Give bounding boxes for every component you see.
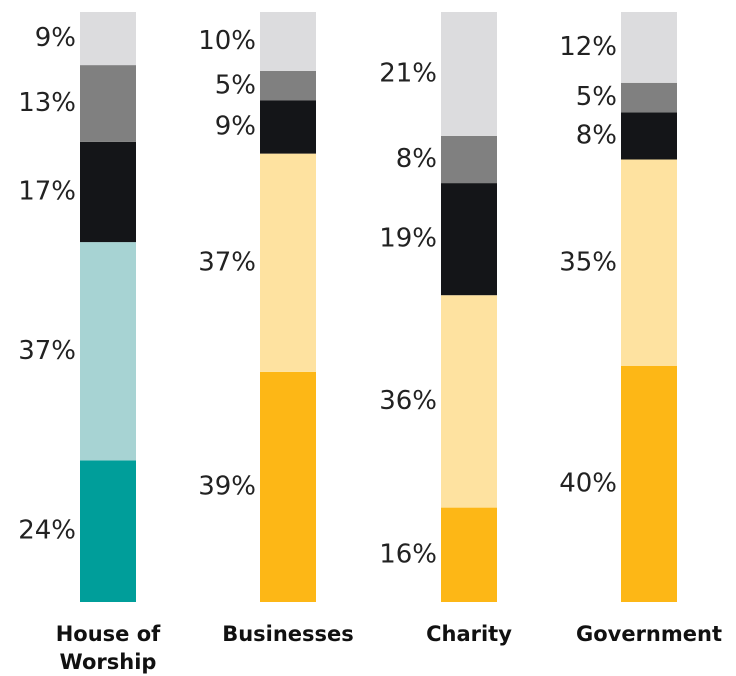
category-label: House of Worship <box>55 622 161 674</box>
value-label: 9% <box>35 23 76 53</box>
category-label: Businesses <box>222 622 354 646</box>
value-label: 36% <box>379 386 437 416</box>
value-label: 37% <box>198 247 256 277</box>
category-label: Charity <box>426 622 512 646</box>
bar-segment <box>621 366 677 602</box>
bar-segment <box>260 12 316 71</box>
value-label: 5% <box>576 82 617 112</box>
bar-segment <box>441 183 497 296</box>
bar-segment <box>621 12 677 83</box>
bar-segment <box>621 159 677 366</box>
bar-segment <box>621 112 677 160</box>
value-label: 21% <box>379 58 437 88</box>
bar-segment <box>80 12 136 66</box>
bar-segment <box>441 507 497 602</box>
value-label: 24% <box>18 516 76 546</box>
value-label: 35% <box>559 247 617 277</box>
value-label: 10% <box>198 26 256 56</box>
bar-segment <box>80 141 136 243</box>
value-label: 16% <box>379 539 437 569</box>
value-label: 12% <box>559 32 617 62</box>
value-label: 40% <box>559 469 617 499</box>
value-label: 17% <box>18 176 76 206</box>
value-label: 19% <box>379 224 437 254</box>
value-label: 13% <box>18 88 76 118</box>
value-label: 5% <box>215 70 256 100</box>
value-label: 8% <box>576 120 617 150</box>
value-label: 8% <box>396 144 437 174</box>
bar-segment <box>260 100 316 154</box>
bar-segment <box>260 153 316 372</box>
bar-segment <box>260 371 316 602</box>
category-label: Government <box>575 622 722 646</box>
bar-segment <box>441 12 497 136</box>
value-label: 9% <box>215 112 256 142</box>
bar-segment <box>260 71 316 101</box>
bar-segment <box>80 242 136 461</box>
bar-segment <box>621 82 677 113</box>
bar-segment <box>80 65 136 142</box>
value-label: 37% <box>18 336 76 366</box>
bar-segment <box>441 295 497 508</box>
bar-segment <box>80 460 136 602</box>
bar-segment <box>441 135 497 184</box>
value-label: 39% <box>198 471 256 501</box>
